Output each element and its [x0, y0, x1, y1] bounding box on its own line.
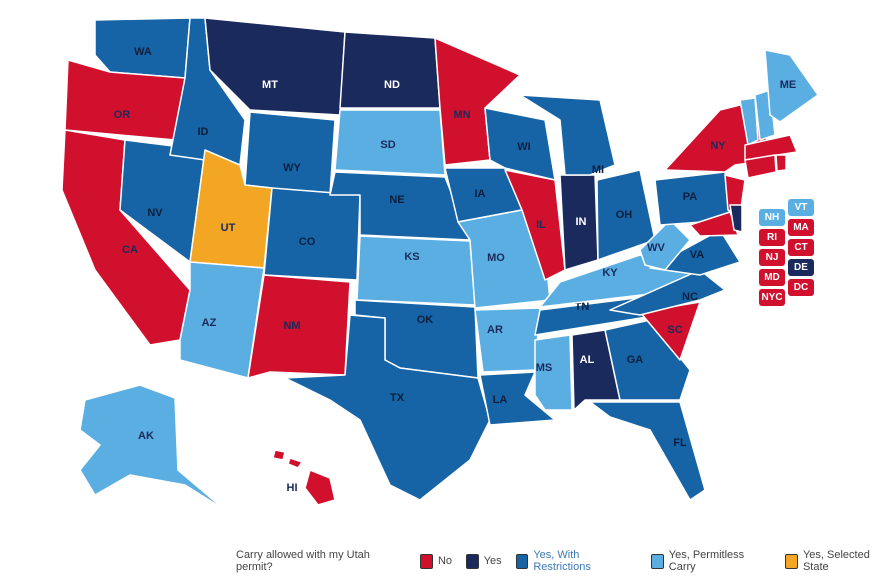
state-pa[interactable]: PA: [654, 171, 731, 226]
state-label: MI: [592, 164, 604, 176]
state-label: FL: [673, 437, 687, 449]
badge-md[interactable]: MD: [759, 269, 785, 286]
state-la[interactable]: LA: [479, 371, 556, 426]
badge-dc[interactable]: DC: [788, 279, 814, 296]
state-label: PA: [683, 191, 698, 203]
state-label: NE: [389, 194, 404, 206]
state-label: AK: [138, 430, 154, 442]
state-label: OR: [114, 109, 131, 121]
state-label: AL: [580, 354, 595, 366]
state-label: AZ: [202, 317, 217, 329]
state-label: SD: [380, 139, 395, 151]
state-ms[interactable]: MS: [534, 334, 573, 411]
state-label: SC: [667, 324, 682, 336]
state-label: MO: [487, 252, 505, 264]
state-label: MS: [536, 362, 553, 374]
state-ak[interactable]: AK: [79, 384, 226, 511]
state-wi[interactable]: WI: [484, 107, 556, 181]
state-ri[interactable]: [775, 154, 787, 172]
badge-nyc[interactable]: NYC: [759, 289, 785, 306]
badge-ri[interactable]: RI: [759, 229, 785, 246]
state-label: TX: [390, 392, 405, 404]
legend-swatch-no: [420, 553, 433, 569]
state-label: WV: [647, 242, 665, 254]
legend-swatch-selected: [785, 553, 798, 569]
state-va[interactable]: VA: [649, 229, 741, 276]
state-label: IL: [536, 219, 546, 231]
state-tx[interactable]: TX: [284, 314, 491, 501]
legend-label-yes: Yes: [483, 555, 502, 567]
state-me[interactable]: ME: [764, 49, 819, 123]
legend: Carry allowed with my Utah permit? No Yes…: [236, 549, 896, 573]
legend-swatch-permitless: [651, 553, 664, 569]
state-label: GA: [627, 354, 644, 366]
state-ga[interactable]: GA: [604, 319, 691, 401]
legend-title: Carry allowed with my Utah permit?: [236, 549, 370, 573]
state-sd[interactable]: SD: [334, 109, 446, 176]
state-in[interactable]: IN: [559, 174, 599, 271]
state-nm[interactable]: NM: [247, 274, 351, 379]
state-label: NV: [147, 207, 163, 219]
state-label: MT: [262, 79, 278, 91]
state-label: AR: [487, 324, 503, 336]
state-wy[interactable]: WY: [244, 111, 336, 196]
state-ne[interactable]: NE: [329, 171, 471, 241]
state-label: CO: [299, 236, 316, 248]
state-label: NM: [283, 320, 300, 332]
state-label: WA: [134, 46, 152, 58]
state-label: VA: [690, 249, 705, 261]
state-mi[interactable]: MI: [519, 94, 616, 176]
state-md[interactable]: [689, 211, 739, 237]
state-label: ND: [384, 79, 400, 91]
state-label: OH: [616, 209, 633, 221]
legend-label-selected: Yes, Selected State: [802, 549, 870, 573]
state-wa[interactable]: WA: [94, 17, 191, 79]
badge-nj[interactable]: NJ: [759, 249, 785, 266]
state-label: KY: [602, 267, 618, 279]
state-label: HI: [287, 482, 298, 494]
state-label: TN: [575, 301, 590, 313]
state-hi[interactable]: HI: [272, 449, 336, 506]
state-vt[interactable]: [739, 97, 759, 146]
state-al[interactable]: AL: [571, 329, 621, 411]
state-label: LA: [493, 394, 508, 406]
badge-ma[interactable]: MA: [788, 219, 814, 236]
badge-nh[interactable]: NH: [759, 209, 785, 226]
badge-de[interactable]: DE: [788, 259, 814, 276]
legend-label-permitless: Yes, Permitless Carry: [668, 549, 745, 573]
state-label: NC: [682, 291, 698, 303]
state-co[interactable]: CO: [263, 187, 361, 281]
state-ks[interactable]: KS: [356, 235, 476, 306]
state-label: KS: [404, 251, 419, 263]
legend-label-no: No: [437, 555, 452, 567]
state-nc[interactable]: NC: [609, 269, 726, 316]
state-fl[interactable]: FL: [589, 401, 706, 501]
state-ar[interactable]: AR: [474, 307, 541, 373]
state-label: IN: [576, 216, 587, 228]
state-il[interactable]: IL: [504, 169, 566, 281]
legend-swatch-yes: [466, 553, 479, 569]
state-label: UT: [221, 222, 236, 234]
state-label: CA: [122, 244, 138, 256]
state-oh[interactable]: OH: [596, 169, 656, 261]
state-label: IA: [475, 188, 486, 200]
state-label: ME: [780, 79, 797, 91]
badge-ct[interactable]: CT: [788, 239, 814, 256]
state-label: NY: [710, 140, 726, 152]
badge-vt[interactable]: VT: [788, 199, 814, 216]
state-mt[interactable]: MT: [204, 17, 346, 116]
legend-swatch-restrict: [515, 553, 529, 569]
state-label: WI: [517, 141, 530, 153]
state-label: ID: [198, 126, 209, 138]
state-label: OK: [417, 314, 434, 326]
state-nd[interactable]: ND: [339, 31, 441, 109]
state-ct[interactable]: [744, 154, 777, 179]
state-ma[interactable]: [744, 134, 798, 161]
legend-label-restrict: Yes, With Restrictions: [533, 549, 591, 573]
state-label: MN: [453, 109, 470, 121]
state-de[interactable]: [729, 204, 743, 233]
state-label: WY: [283, 162, 301, 174]
